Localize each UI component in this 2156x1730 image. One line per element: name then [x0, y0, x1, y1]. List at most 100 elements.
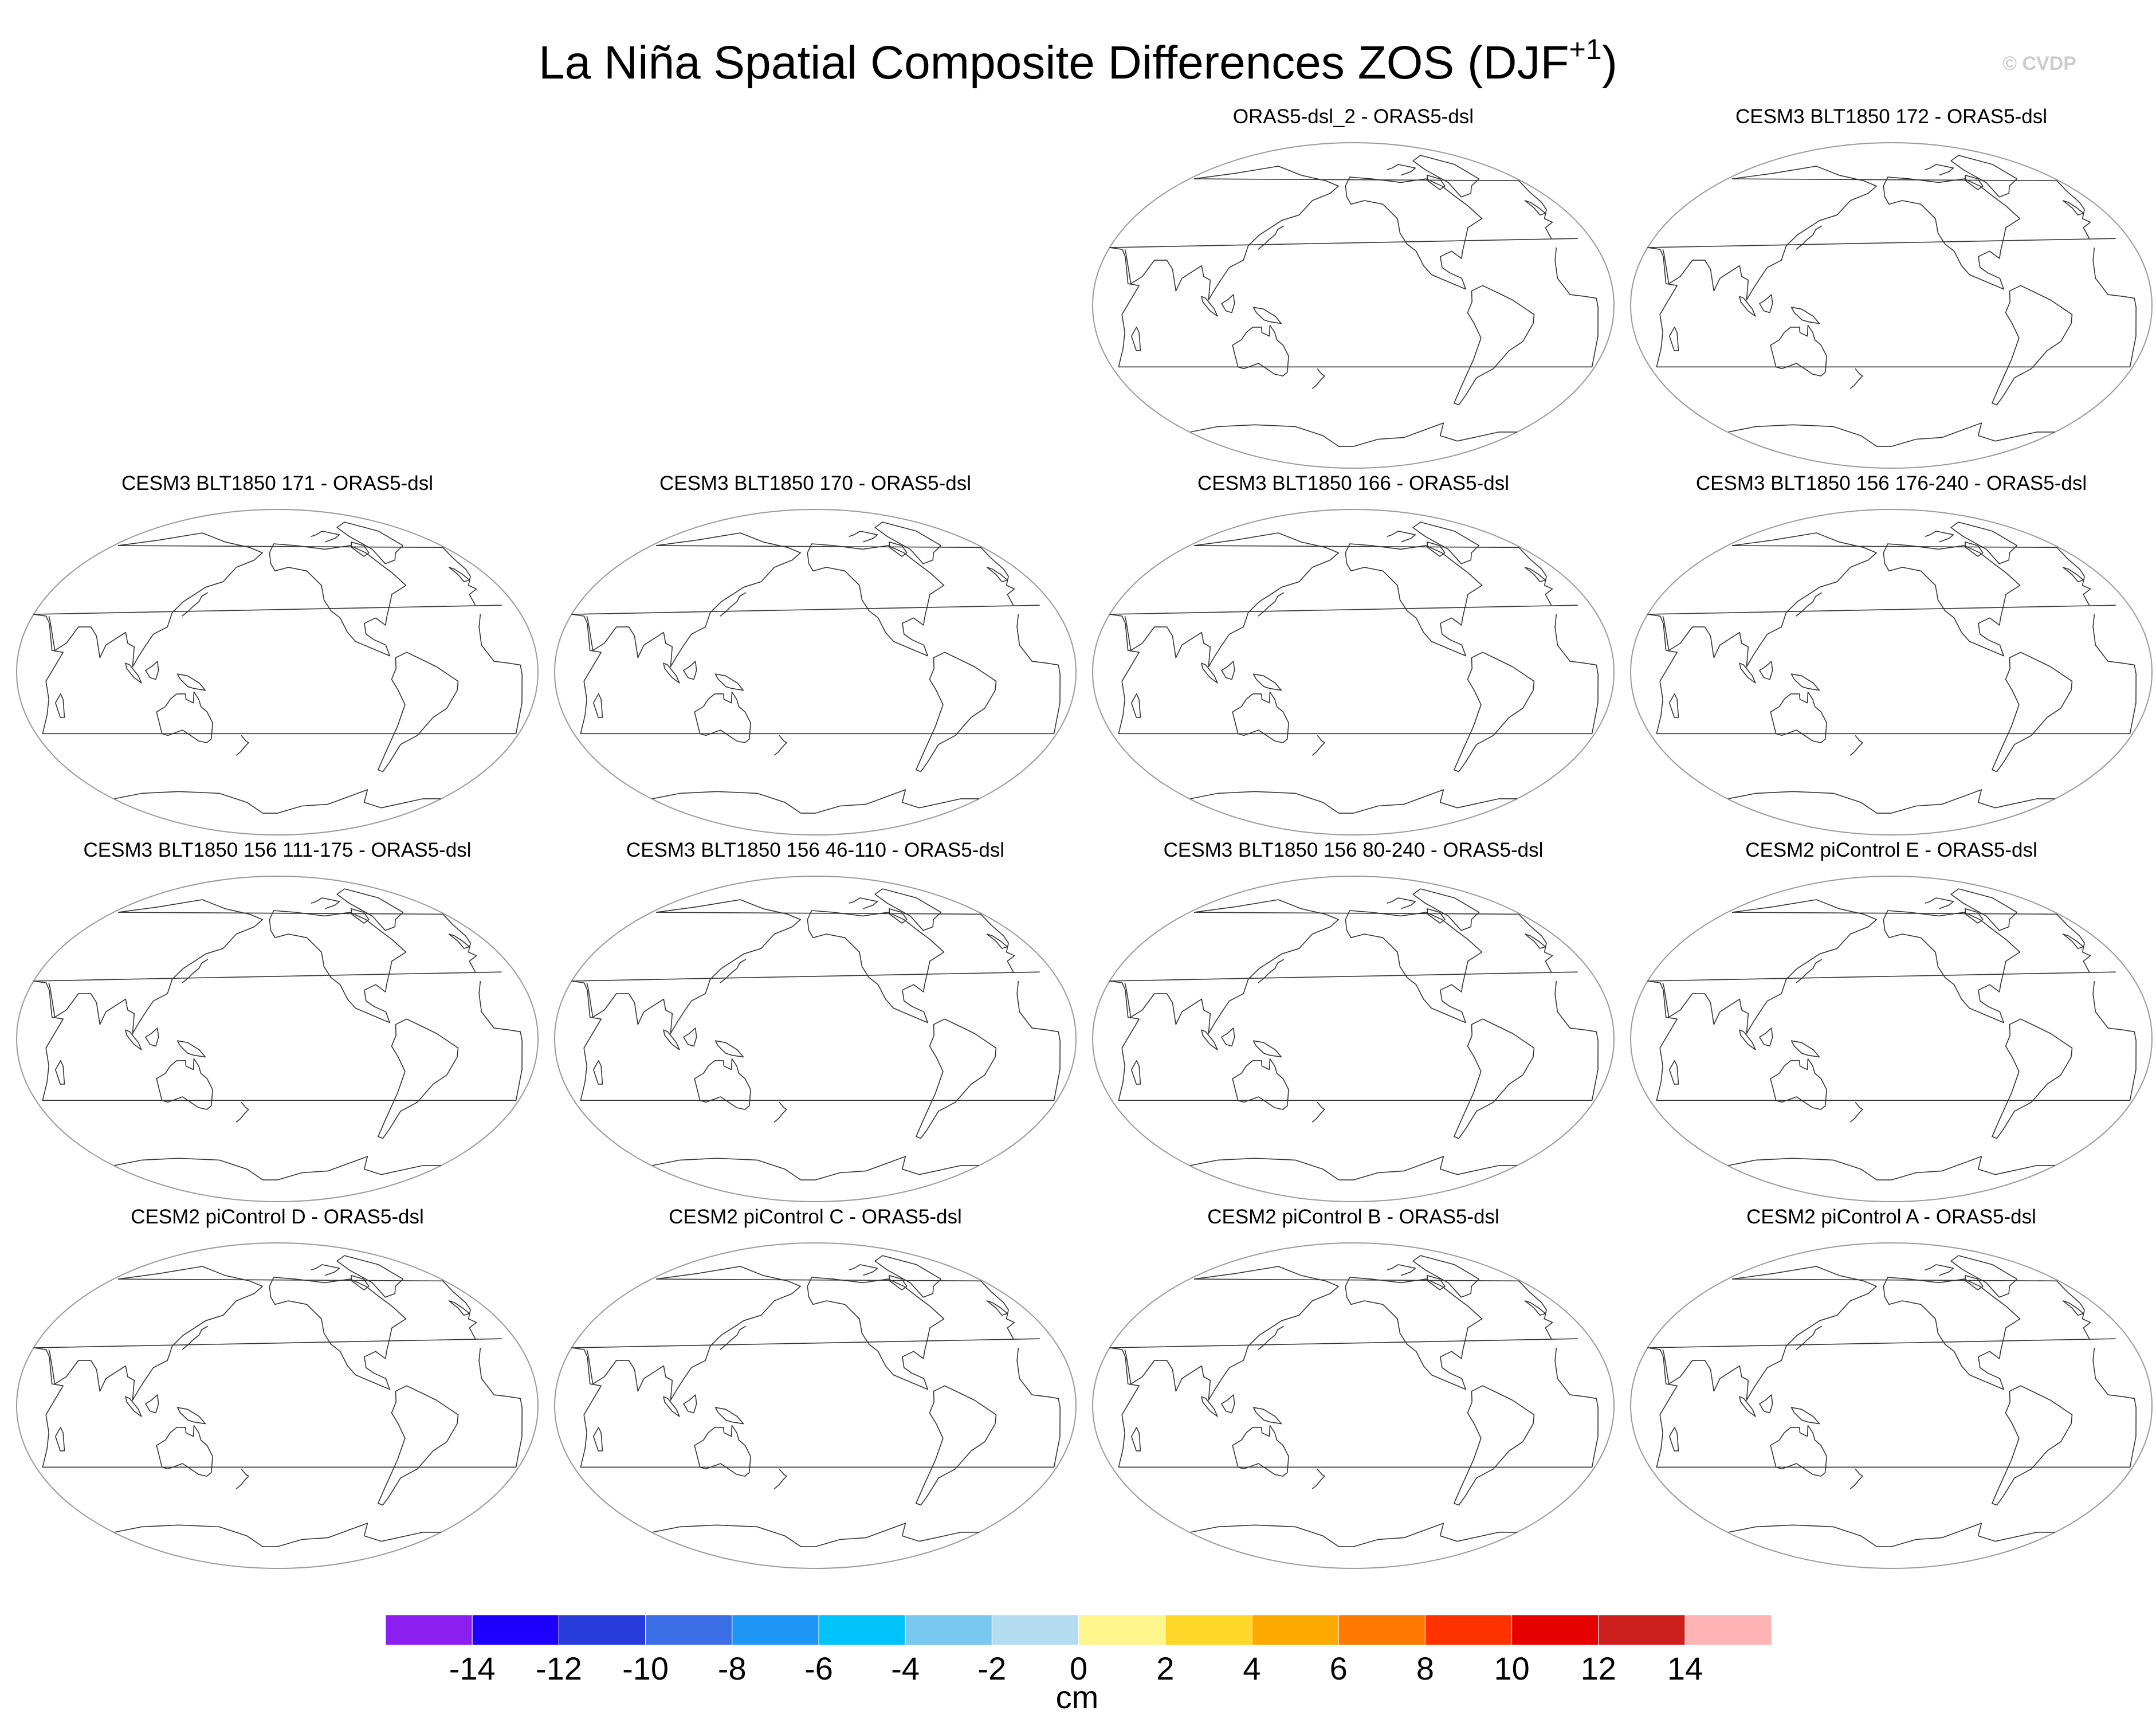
- madagascar-coastline: [55, 1060, 65, 1085]
- new-zealand-coastline: [773, 1101, 787, 1123]
- antarctica-coastline: [1728, 1523, 2055, 1547]
- antarctica-coastline: [114, 1156, 441, 1180]
- madagascar-coastline: [1669, 1427, 1679, 1452]
- asia-coastline: [1124, 1266, 1339, 1401]
- south-america-coastline: [916, 1385, 997, 1506]
- antarctica-coastline: [1190, 422, 1517, 447]
- europe-coastline: [655, 545, 1015, 606]
- arctic-islands-coastline: [1925, 164, 1954, 176]
- colorbar-box: [385, 1614, 473, 1646]
- sumatra-coastline: [1739, 662, 1756, 684]
- colorbar-box: [1598, 1614, 1686, 1646]
- asia-coastline: [1662, 1266, 1877, 1401]
- antarctica-coastline: [1728, 1156, 2055, 1180]
- japan-coastline: [1796, 959, 1823, 983]
- new-zealand-coastline: [1311, 1101, 1325, 1123]
- sumatra-coastline: [1739, 296, 1756, 317]
- japan-coastline: [1258, 592, 1285, 617]
- europe-coastline: [1193, 545, 1553, 606]
- map-panel: CESM3 BLT1850 156 176-240 - ORAS5-dsl: [1623, 471, 2156, 838]
- north-america-coastline: [807, 1277, 945, 1390]
- baffin-island-coastline: [889, 908, 908, 924]
- africa-coastline: [571, 1338, 1061, 1468]
- colorbar-tick-label: -10: [622, 1650, 669, 1686]
- world-map: [1092, 876, 1615, 1202]
- colorbar-tick-label: -12: [535, 1650, 582, 1686]
- new-guinea-coastline: [714, 673, 744, 691]
- japan-coastline: [1796, 225, 1823, 250]
- australia-coastline: [1770, 324, 1827, 376]
- australia-coastline: [1770, 1058, 1827, 1110]
- uk-coastline: [2062, 567, 2084, 582]
- europe-coastline: [1193, 1278, 1553, 1339]
- colorbar-tick-label: -8: [717, 1650, 747, 1686]
- arctic-islands-coastline: [1925, 531, 1954, 543]
- asia-coastline: [586, 1266, 801, 1401]
- antarctica-coastline: [114, 789, 441, 814]
- uk-coastline: [986, 1300, 1008, 1316]
- south-america-coastline: [916, 1018, 997, 1139]
- europe-coastline: [1193, 178, 1553, 239]
- madagascar-coastline: [1131, 693, 1141, 718]
- madagascar-coastline: [593, 1427, 603, 1452]
- colorbar-tick-label: 0: [1070, 1650, 1088, 1686]
- new-zealand-coastline: [1849, 1468, 1863, 1489]
- australia-coastline: [694, 691, 751, 743]
- borneo-coastline: [683, 661, 697, 680]
- new-guinea-coastline: [1252, 1040, 1282, 1058]
- baffin-island-coastline: [351, 1275, 370, 1290]
- panel-title: CESM3 BLT1850 156 176-240 - ORAS5-dsl: [1695, 472, 2087, 495]
- antarctica-coastline: [1190, 1523, 1517, 1547]
- new-guinea-coastline: [714, 1407, 744, 1425]
- map-panel: CESM2 piControl C - ORAS5-dsl: [547, 1205, 1084, 1571]
- globe-outline: [1630, 142, 2153, 469]
- australia-coastline: [156, 1058, 213, 1110]
- asia-coastline: [1662, 899, 1877, 1034]
- colorbar-box: [818, 1614, 906, 1646]
- madagascar-coastline: [55, 1427, 65, 1452]
- australia-coastline: [1770, 1425, 1827, 1477]
- colorbar-box: [905, 1614, 992, 1646]
- asia-coastline: [48, 1266, 263, 1401]
- north-america-coastline: [1883, 543, 2021, 657]
- uk-coastline: [2062, 200, 2084, 215]
- japan-coastline: [1796, 1325, 1823, 1350]
- globe-outline: [1092, 1242, 1615, 1569]
- south-america-coastline: [1992, 652, 2073, 772]
- colorbar-box: [1251, 1614, 1339, 1646]
- panel-title: CESM3 BLT1850 156 80-240 - ORAS5-dsl: [1163, 839, 1544, 861]
- arctic-islands-coastline: [849, 531, 878, 543]
- borneo-coastline: [1759, 661, 1773, 680]
- panel-title: CESM3 BLT1850 171 - ORAS5-dsl: [121, 472, 434, 495]
- europe-coastline: [1731, 1278, 2091, 1339]
- new-zealand-coastline: [235, 735, 249, 756]
- colorbar-tick-label: -2: [977, 1650, 1007, 1686]
- map-panel: CESM3 BLT1850 166 - ORAS5-dsl: [1085, 471, 1622, 838]
- africa-coastline: [1109, 238, 1599, 368]
- watermark: © CVDP: [2002, 53, 2076, 74]
- europe-coastline: [117, 545, 477, 606]
- greenland-coastline: [1412, 155, 1480, 198]
- world-map: [16, 1242, 539, 1569]
- greenland-coastline: [874, 888, 942, 931]
- borneo-coastline: [145, 1027, 159, 1047]
- colorbar-box: [472, 1614, 559, 1646]
- new-guinea-coastline: [1790, 307, 1820, 324]
- colorbar-tick-label: 12: [1580, 1650, 1616, 1686]
- greenland-coastline: [874, 1255, 942, 1298]
- map-panel: CESM3 BLT1850 156 46-110 - ORAS5-dsl: [547, 838, 1084, 1205]
- globe-outline: [1092, 142, 1615, 469]
- north-america-coastline: [1345, 543, 1483, 657]
- arctic-islands-coastline: [1387, 531, 1416, 543]
- north-america-coastline: [807, 910, 945, 1023]
- greenland-coastline: [1950, 155, 2018, 198]
- colorbar-tick-label: -4: [891, 1650, 920, 1686]
- greenland-coastline: [336, 521, 404, 564]
- baffin-island-coastline: [351, 542, 370, 557]
- uk-coastline: [1524, 933, 1546, 949]
- north-america-coastline: [1883, 176, 2021, 290]
- australia-coastline: [1232, 691, 1289, 743]
- baffin-island-coastline: [889, 542, 908, 557]
- south-america-coastline: [1454, 1385, 1535, 1506]
- baffin-island-coastline: [1427, 908, 1446, 924]
